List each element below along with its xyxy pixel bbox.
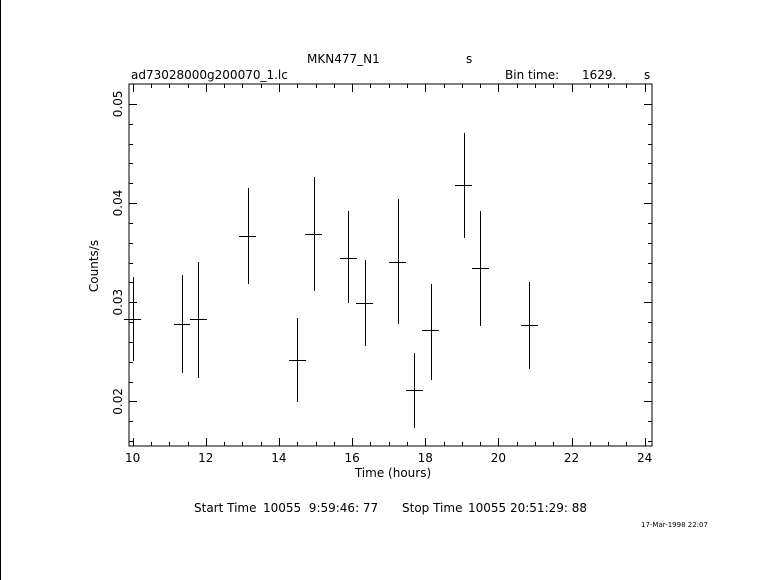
axes-layer bbox=[128, 83, 653, 447]
x-tick-label: 22 bbox=[564, 451, 579, 465]
data-point bbox=[340, 211, 357, 303]
x-tick-label: 20 bbox=[491, 451, 506, 465]
data-point bbox=[174, 275, 190, 373]
y-tick-label: 0.05 bbox=[111, 90, 125, 117]
page-left-border bbox=[0, 0, 1, 580]
data-point bbox=[472, 211, 489, 326]
stop-time-label: Stop Time bbox=[402, 501, 463, 515]
x-axis-label: Time (hours) bbox=[354, 466, 431, 480]
y-tick-label: 0.02 bbox=[111, 388, 125, 415]
data-point bbox=[389, 199, 406, 324]
data-point bbox=[305, 177, 322, 291]
data-point bbox=[239, 188, 256, 284]
x-tick-label: 16 bbox=[344, 451, 359, 465]
data-point bbox=[289, 318, 306, 402]
start-time-label: Start Time bbox=[194, 501, 257, 515]
object-title: MKN477_N1 bbox=[307, 52, 380, 66]
data-point bbox=[356, 260, 373, 346]
file-name: ad73028000g200070_1.lc bbox=[131, 68, 288, 82]
y-tick-label: 0.04 bbox=[111, 190, 125, 217]
x-tick-label: 18 bbox=[418, 451, 433, 465]
y-axis-label: Counts/s bbox=[87, 240, 101, 292]
data-point bbox=[406, 353, 423, 428]
start-time-value: 10055 9:59:46: 77 bbox=[263, 501, 379, 515]
plot-timestamp: 17-Mar-1998 22:07 bbox=[641, 521, 708, 529]
bin-time-unit: s bbox=[644, 68, 651, 82]
x-tick-label: 24 bbox=[637, 451, 652, 465]
bin-time-label: Bin time: bbox=[505, 68, 560, 82]
data-point bbox=[124, 277, 141, 361]
stop-time-value: 10055 20:51:29: 88 bbox=[468, 501, 588, 515]
data-point bbox=[190, 262, 207, 378]
x-tick-label: 14 bbox=[271, 451, 286, 465]
data-point bbox=[455, 133, 472, 238]
x-tick-label: 12 bbox=[198, 451, 213, 465]
data-point bbox=[521, 282, 538, 369]
data-point bbox=[422, 284, 439, 380]
x-tick-label: 10 bbox=[125, 451, 140, 465]
y-tick-label: 0.03 bbox=[111, 289, 125, 316]
object-unit: s bbox=[466, 52, 473, 66]
data-points-layer bbox=[124, 133, 538, 428]
plot-frame bbox=[128, 83, 653, 447]
ticks-layer: 10 12 14 16 18 20 22 24 0.02 0.03 0.04 0.05 bbox=[111, 84, 652, 465]
bin-time-value: 1629. bbox=[582, 68, 617, 82]
